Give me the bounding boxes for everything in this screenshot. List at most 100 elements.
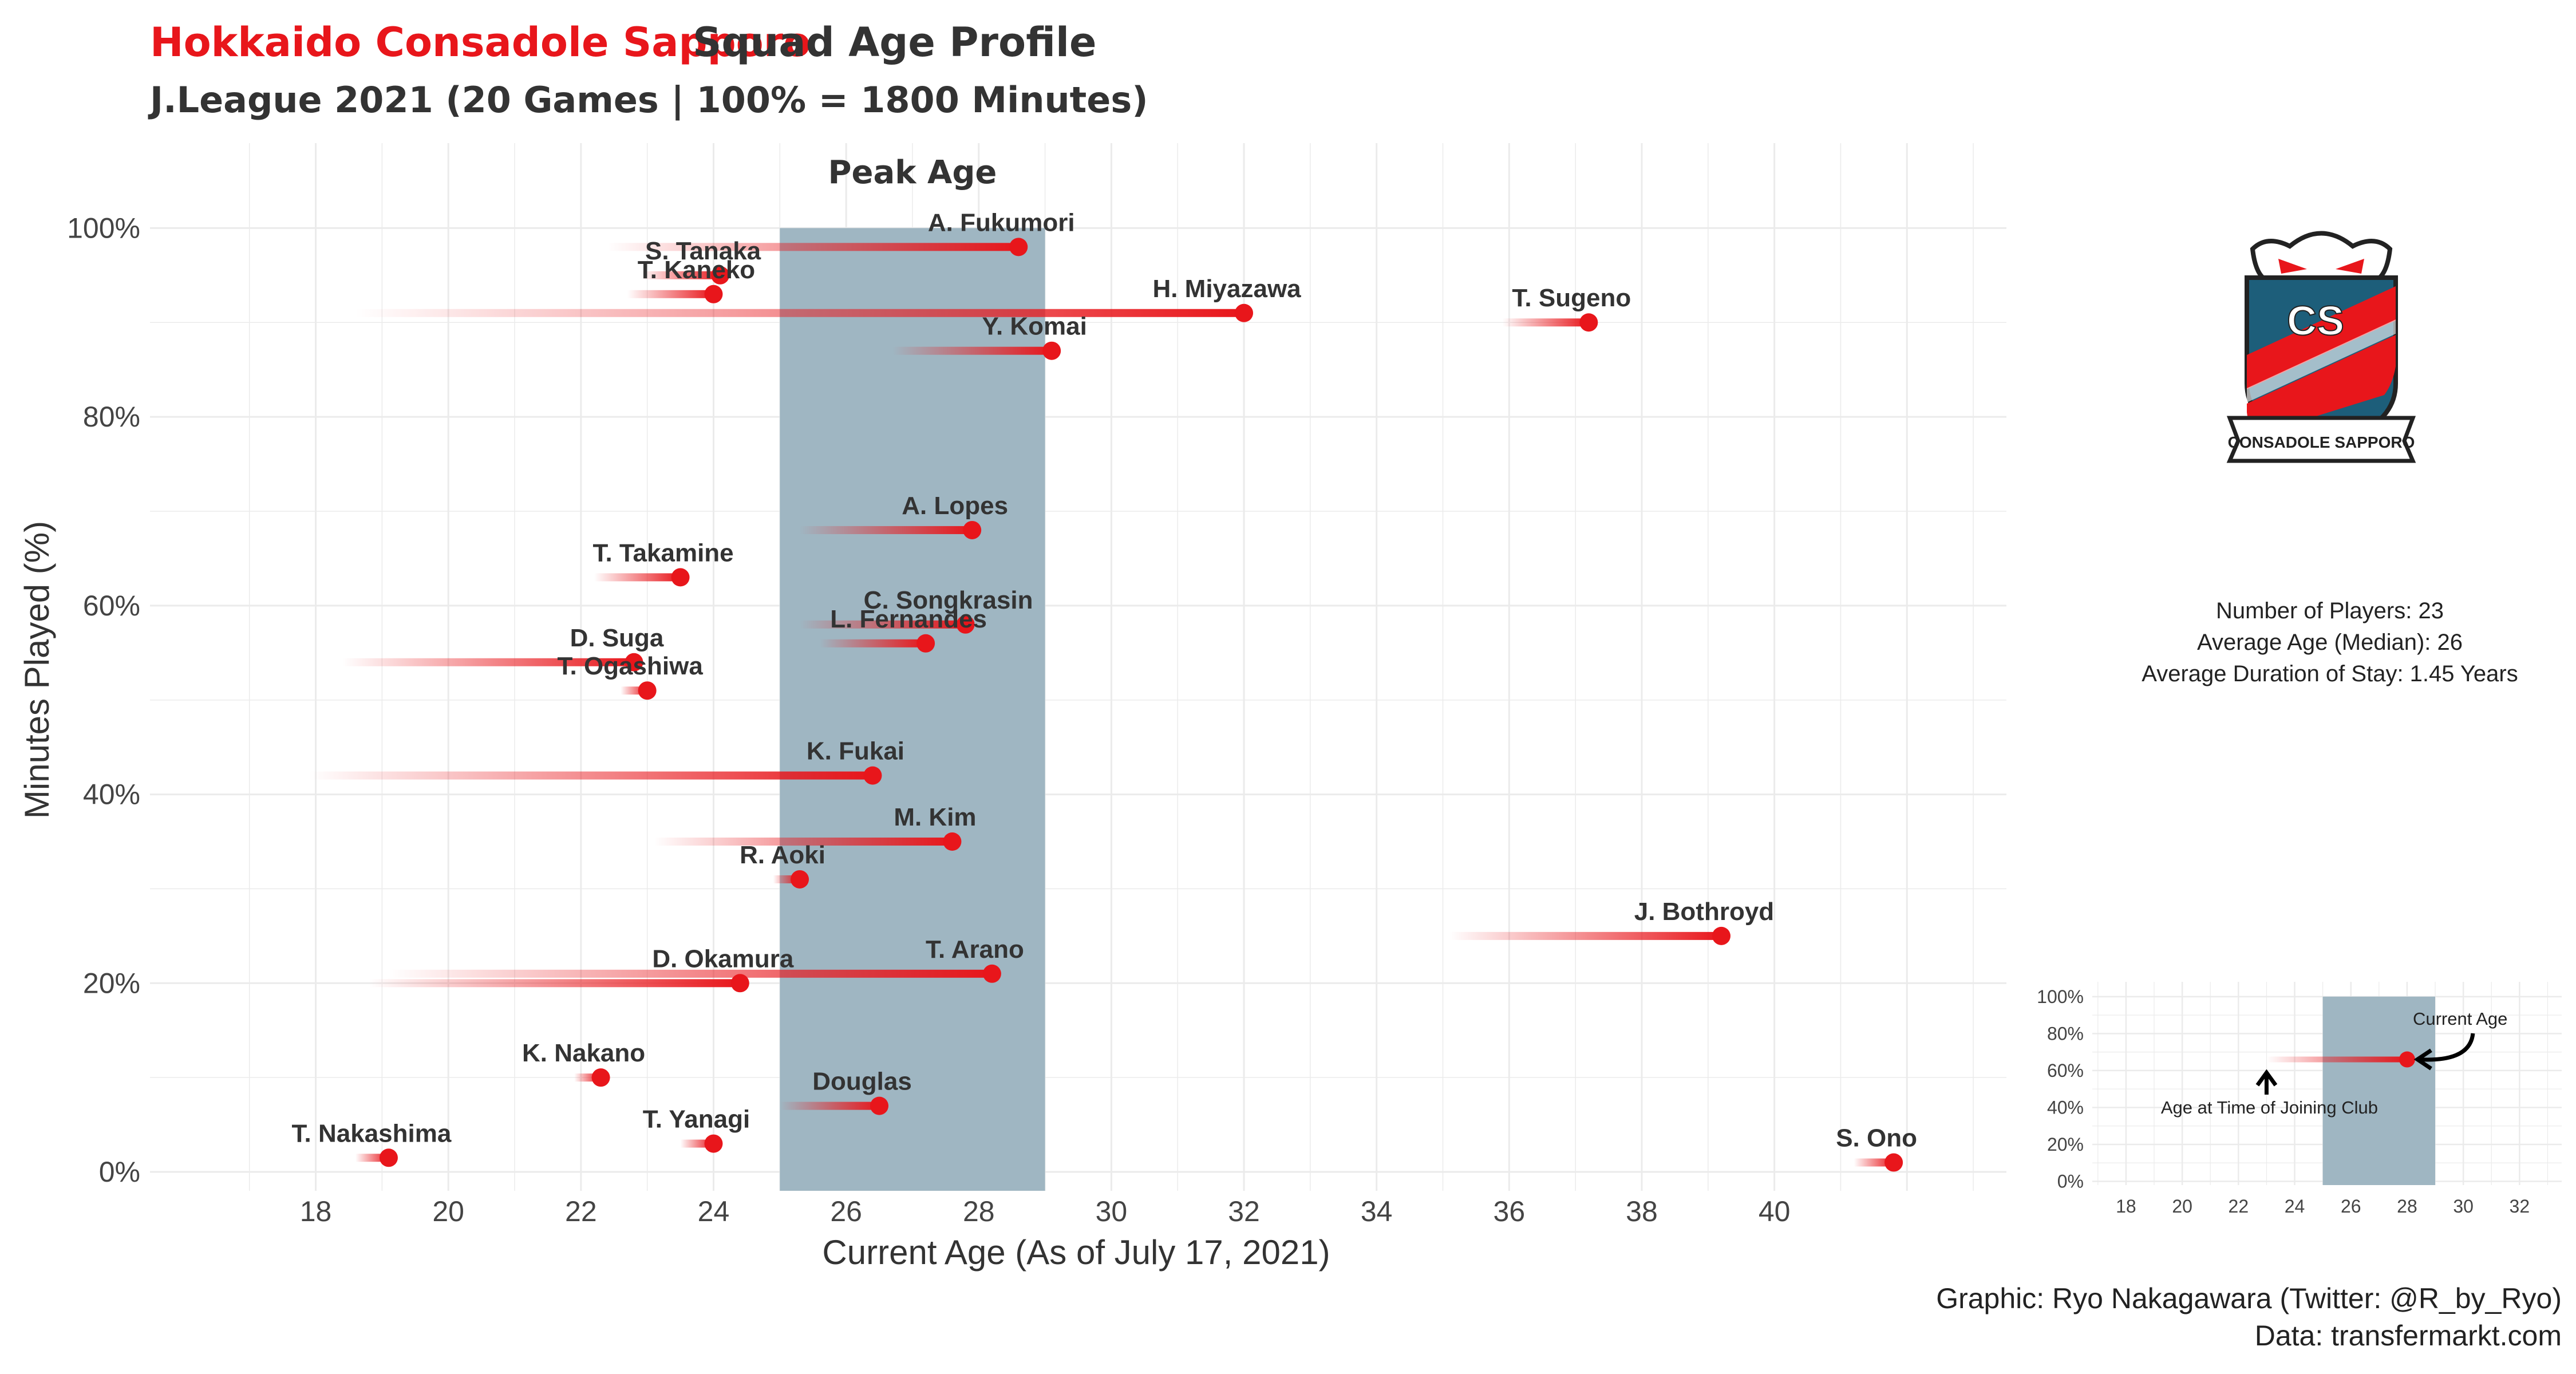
x-tick-label: 28 [963, 1195, 995, 1227]
player-label: S. Tanaka [645, 237, 761, 265]
caption-credit: Graphic: Ryo Nakagawara (Twitter: @R_by_… [1936, 1282, 2562, 1314]
subtitle: J.League 2021 (20 Games | 100% = 1800 Mi… [148, 79, 1148, 121]
inset-peak-age-rect [2322, 996, 2436, 1185]
current-age-arrow [2418, 1033, 2475, 1062]
tenure-segment [388, 969, 992, 978]
tenure-segment [780, 1101, 880, 1110]
title-team: Hokkaido Consadole Sapporo [150, 19, 811, 66]
inset-y-tick-label: 100% [2037, 986, 2084, 1007]
player-label: T. Nakashima [292, 1119, 452, 1147]
tenure-segment [819, 639, 926, 647]
inset-axis-ticks: 18 20 22 24 26 28 30 32 0% 20% 40% 60% 80% 100% [2037, 986, 2530, 1217]
peak-age-label: Peak Age [828, 154, 997, 191]
inset-y-tick-label: 0% [2057, 1171, 2084, 1192]
y-tick-label: 60% [83, 590, 140, 622]
player-label: T. Takamine [592, 539, 733, 567]
player-point [863, 766, 882, 785]
player-label: M. Kim [894, 803, 976, 831]
player-point [711, 266, 730, 285]
x-axis-title: Current Age (As of July 17, 2021) [822, 1233, 1330, 1272]
tenure-segment [800, 620, 966, 629]
player-point [704, 1134, 723, 1153]
tenure-segment [654, 838, 953, 846]
inset-peak-age-band [2322, 996, 2436, 1185]
player-point [1235, 303, 1254, 322]
tenure-segments [309, 243, 1894, 1167]
player-point [591, 1068, 610, 1087]
player-point [943, 832, 962, 851]
svg-text:CONSADOLE SAPPORO: CONSADOLE SAPPORO [2228, 433, 2415, 451]
player-label: S. Ono [1836, 1124, 1917, 1152]
player-point [671, 568, 690, 587]
peak-age-band: Peak Age [780, 154, 1045, 1191]
player-label: K. Fukai [807, 737, 904, 765]
inset-annotations: Current Age Age at Time of Joining Club [2161, 1009, 2508, 1118]
player-label: R. Aoki [740, 841, 825, 869]
x-tick-label: 30 [1096, 1195, 1128, 1227]
joined-age-arrowhead [2255, 1069, 2278, 1087]
player-label: T. Kaneko [638, 256, 755, 284]
player-label: Douglas [812, 1068, 912, 1096]
inset-x-tick-label: 22 [2229, 1196, 2249, 1217]
player-label: L. Fernandes [830, 605, 987, 633]
inset-y-tick-label: 60% [2047, 1060, 2084, 1081]
x-tick-label: 22 [565, 1195, 597, 1227]
player-label: T. Sugeno [1512, 284, 1631, 312]
tenure-segment [800, 526, 973, 534]
player-point [730, 974, 749, 993]
inset-x-tick-label: 20 [2172, 1196, 2192, 1217]
x-tick-label: 38 [1626, 1195, 1658, 1227]
y-tick-label: 40% [83, 779, 140, 811]
y-tick-label: 20% [83, 967, 140, 999]
player-point [982, 964, 1001, 983]
tenure-segment [892, 346, 1052, 355]
tenure-segment [309, 771, 873, 780]
main-grid [150, 143, 2006, 1191]
player-point [1042, 341, 1061, 360]
x-tick-label: 34 [1361, 1195, 1393, 1227]
player-label: J. Bothroyd [1634, 898, 1774, 926]
player-label: T. Yanagi [643, 1105, 750, 1134]
tenure-segment [1502, 318, 1589, 327]
player-label: K. Nakano [522, 1039, 645, 1067]
player-point [956, 615, 975, 634]
y-axis-title: Minutes Played (%) [18, 521, 56, 819]
x-tick-label: 36 [1494, 1195, 1526, 1227]
player-point [704, 285, 723, 303]
x-tick-label: 20 [432, 1195, 464, 1227]
svg-text:CS: CS [2287, 298, 2344, 344]
tenure-segment [342, 658, 634, 666]
player-points [379, 238, 1903, 1172]
tenure-segment [1449, 931, 1721, 940]
peak-age-rect [780, 228, 1045, 1191]
player-label: C. Songkrasin [864, 586, 1033, 614]
player-label: T. Ogashiwa [558, 652, 704, 680]
title-rest: Squad Age Profile [693, 19, 1096, 66]
player-label: D. Suga [570, 624, 664, 652]
player-label: D. Okamura [652, 945, 794, 973]
player-point [1009, 238, 1028, 256]
x-tick-label: 24 [698, 1195, 730, 1227]
player-label: T. Arano [926, 935, 1024, 964]
inset-x-tick-label: 32 [2510, 1196, 2530, 1217]
x-tick-label: 26 [830, 1195, 862, 1227]
current-age-annotation: Current Age [2413, 1009, 2507, 1029]
consadole-sapporo-crest-icon: CS CONSADOLE SAPPORO [2226, 231, 2416, 463]
player-label: Y. Komai [982, 313, 1086, 341]
player-point [870, 1096, 889, 1115]
player-label: A. Fukumori [928, 208, 1075, 236]
player-label: H. Miyazawa [1152, 275, 1301, 303]
x-tick-label: 32 [1228, 1195, 1260, 1227]
inset-example-segment [2266, 1056, 2407, 1063]
main-axis-ticks: 18 20 22 24 26 28 30 32 34 36 38 40 0% 20% 40% 60% 80% 10… [67, 212, 1790, 1227]
player-point [1579, 313, 1598, 332]
inset-y-tick-label: 20% [2047, 1134, 2084, 1155]
inset-y-tick-label: 80% [2047, 1023, 2084, 1044]
x-tick-label: 40 [1759, 1195, 1791, 1227]
inset-example-marks [2266, 1051, 2415, 1068]
tenure-segment [627, 290, 714, 298]
x-tick-label: 18 [300, 1195, 332, 1227]
player-point [1712, 926, 1730, 945]
